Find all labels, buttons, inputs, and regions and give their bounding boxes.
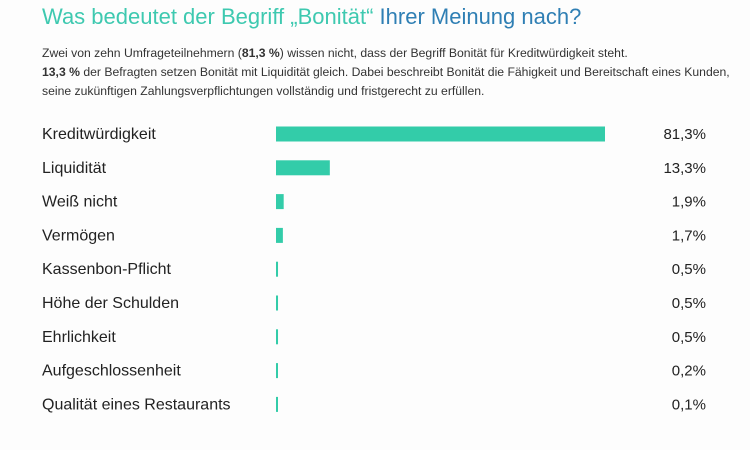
value-label: 0,5% <box>672 261 706 278</box>
bar <box>276 160 330 176</box>
bar <box>276 363 278 379</box>
category-label: Aufgeschlossenheit <box>42 363 181 380</box>
intro-text: Zwei von zehn Umfrageteilnehmern (81,3 %… <box>42 44 732 101</box>
value-label: 1,7% <box>672 227 706 244</box>
value-label: 0,1% <box>672 396 706 413</box>
category-label: Kreditwürdigkeit <box>42 126 156 143</box>
bar <box>276 295 279 311</box>
intro-s1-highlight: 81,3 % <box>241 46 280 60</box>
chart-title-part-2: Ihrer Meinung nach? <box>379 4 582 29</box>
category-label: Qualität eines Restaurants <box>42 396 231 413</box>
intro-s2-highlight: 13,3 % <box>42 65 80 79</box>
intro-s1-a: Zwei von zehn Umfrageteilnehmern ( <box>42 46 242 60</box>
bar <box>276 329 279 345</box>
category-label: Höhe der Schulden <box>42 295 179 312</box>
intro-s2-b: der Befragten setzen Bonität mit Liquidi… <box>42 65 730 98</box>
chart-title-part-1: Was bedeutet der Begriff „Bonität“ <box>42 4 374 29</box>
bar <box>276 261 279 277</box>
category-label: Ehrlichkeit <box>42 329 116 346</box>
bar <box>276 126 605 142</box>
value-label: 1,9% <box>672 194 706 211</box>
category-label: Liquidität <box>42 160 107 177</box>
bar <box>276 396 278 412</box>
value-label: 81,3% <box>663 126 706 143</box>
category-label: Weiß nicht <box>42 194 118 211</box>
chart-title: Was bedeutet der Begriff „Bonität“ Ihrer… <box>42 4 581 30</box>
value-label: 13,3% <box>663 160 706 177</box>
value-label: 0,2% <box>672 363 706 380</box>
bar <box>276 194 284 210</box>
bar <box>276 227 283 243</box>
intro-s1-c: ) wissen nicht, dass der Begriff Bonität… <box>279 46 628 60</box>
value-label: 0,5% <box>672 329 706 346</box>
category-label: Kassenbon-Pflicht <box>42 261 172 278</box>
category-label: Vermögen <box>42 227 115 244</box>
value-label: 0,5% <box>672 295 706 312</box>
